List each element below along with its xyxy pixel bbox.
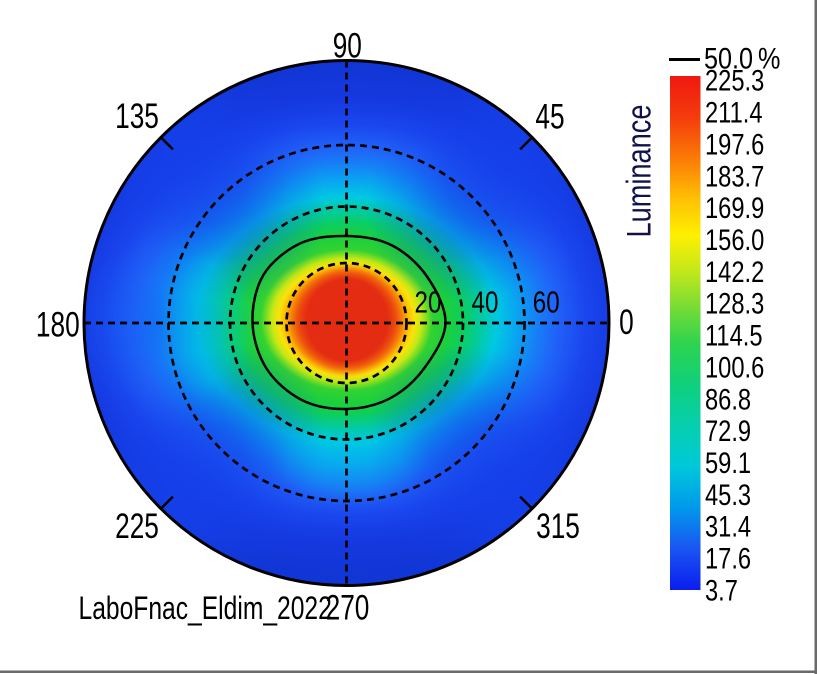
svg-text:128.3: 128.3: [705, 287, 764, 320]
svg-text:60: 60: [533, 284, 560, 319]
svg-text:225.3: 225.3: [705, 64, 764, 97]
svg-text:100.6: 100.6: [705, 351, 764, 384]
svg-text:LaboFnac_Eldim_2022: LaboFnac_Eldim_2022: [79, 591, 332, 627]
svg-text:86.8: 86.8: [705, 383, 751, 416]
svg-text:169.9: 169.9: [705, 192, 764, 225]
svg-text:72.9: 72.9: [705, 415, 751, 448]
svg-text:90: 90: [333, 26, 362, 66]
svg-text:315: 315: [536, 506, 580, 546]
svg-text:197.6: 197.6: [705, 128, 764, 161]
svg-text:3.7: 3.7: [705, 574, 738, 607]
svg-text:31.4: 31.4: [705, 510, 751, 543]
svg-text:40: 40: [472, 284, 499, 319]
svg-text:225: 225: [115, 506, 159, 546]
svg-text:0: 0: [619, 302, 634, 342]
svg-text:114.5: 114.5: [705, 319, 763, 352]
svg-text:135: 135: [115, 96, 159, 136]
svg-text:45: 45: [535, 97, 564, 137]
svg-text:45.3: 45.3: [705, 478, 751, 511]
svg-text:142.2: 142.2: [705, 255, 764, 288]
svg-text:20: 20: [415, 284, 442, 319]
svg-text:270: 270: [326, 588, 370, 628]
svg-text:17.6: 17.6: [705, 542, 751, 575]
svg-text:59.1: 59.1: [705, 446, 751, 479]
svg-text:50.0 %: 50.0 %: [704, 42, 780, 76]
svg-text:211.4: 211.4: [705, 96, 763, 129]
svg-text:183.7: 183.7: [705, 160, 764, 193]
svg-text:Luminance: Luminance: [619, 105, 658, 238]
svg-text:156.0: 156.0: [705, 223, 764, 256]
svg-text:180: 180: [36, 305, 80, 345]
